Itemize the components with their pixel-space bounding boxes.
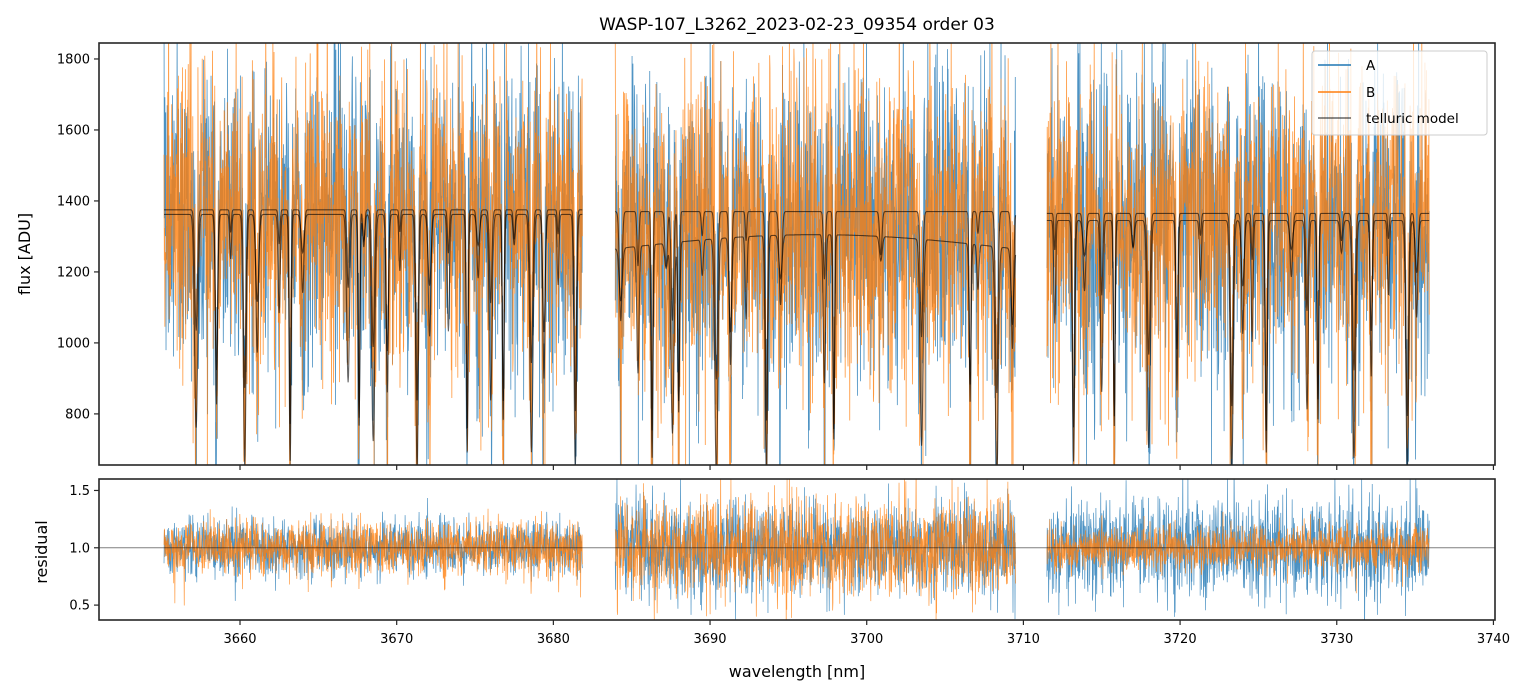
x-tick-label: 3690 — [693, 632, 726, 647]
telluric-model-segment-2-1 — [615, 211, 1017, 431]
residual-y-ticks: 0.5 1.0 1.5 — [69, 484, 99, 614]
chart-title: WASP-107_L3262_2023-02-23_09354 order 03 — [599, 15, 995, 35]
telluric-model-segment-1-1 — [164, 209, 583, 429]
telluric-model-segment-2-2 — [615, 234, 1017, 465]
flux-y-tick-label: 1800 — [57, 52, 90, 67]
residual-y-label: residual — [32, 520, 51, 583]
residual-x-ticks: 3660 3670 3680 3690 3700 3710 3720 3730 3740 — [223, 620, 1510, 647]
x-tick-label: 3740 — [1477, 632, 1510, 647]
flux-y-tick-label: 1400 — [57, 194, 90, 209]
x-tick-label: 3670 — [380, 632, 413, 647]
telluric-model-segment-3-1 — [1046, 212, 1430, 431]
legend-label-B: B — [1366, 85, 1375, 101]
flux-plot-area — [163, 43, 1430, 465]
x-tick-label: 3700 — [850, 632, 883, 647]
legend-box — [1311, 50, 1488, 136]
flux-B-segment-1 — [163, 43, 583, 465]
telluric-model-lines — [164, 209, 1430, 465]
residual-y-tick-label: 1.0 — [69, 541, 90, 556]
legend-label-A: A — [1366, 58, 1376, 74]
flux-y-ticks: 800 1000 1200 1400 1600 1800 — [57, 52, 99, 422]
residual-B-segment-3 — [1046, 511, 1430, 594]
flux-y-tick-label: 1200 — [57, 265, 90, 280]
telluric-model-segment-1-2 — [164, 213, 583, 465]
flux-y-tick-label: 800 — [65, 407, 90, 422]
legend-label-telluric: telluric model — [1366, 111, 1459, 127]
flux-x-ticks — [239, 465, 1495, 470]
x-tick-label: 3710 — [1007, 632, 1040, 647]
flux-y-label: flux [ADU] — [15, 213, 34, 295]
telluric-model-segment-3-2 — [1046, 219, 1430, 465]
flux-axes-frame — [98, 42, 1496, 466]
legend: A B telluric model — [1311, 50, 1488, 136]
residual-y-tick-label: 1.5 — [69, 484, 90, 499]
x-tick-label: 3730 — [1320, 632, 1353, 647]
x-axis-label: wavelength [nm] — [729, 662, 866, 681]
x-tick-label: 3680 — [537, 632, 570, 647]
residual-plot-area — [99, 479, 1495, 620]
series-B-residual — [163, 479, 1430, 620]
flux-B-segment-2 — [614, 43, 1016, 465]
residual-B-segment-2 — [614, 479, 1016, 620]
residual-y-tick-label: 0.5 — [69, 599, 90, 614]
flux-y-tick-label: 1000 — [57, 336, 90, 351]
flux-y-tick-label: 1600 — [57, 123, 90, 138]
x-tick-label: 3720 — [1164, 632, 1197, 647]
residual-axes-frame — [98, 478, 1496, 621]
residual-B-segment-1 — [163, 508, 583, 606]
x-tick-label: 3660 — [223, 632, 256, 647]
